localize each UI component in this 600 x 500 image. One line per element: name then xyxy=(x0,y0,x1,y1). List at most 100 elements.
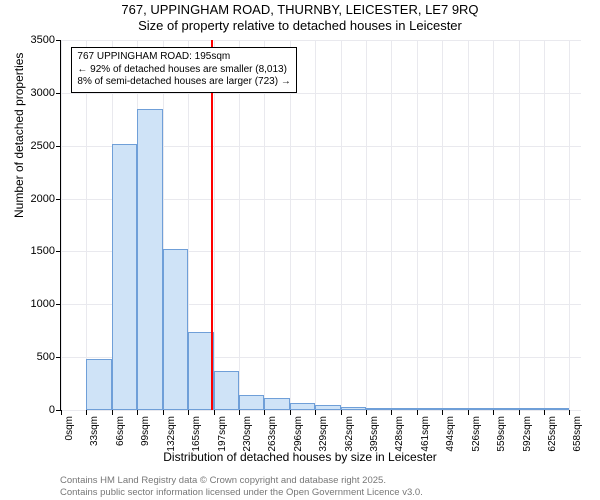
x-grid-line xyxy=(341,40,342,410)
footer-line1: Contains HM Land Registry data © Crown c… xyxy=(60,475,423,486)
x-tick-mark xyxy=(61,410,62,415)
x-tick-mark xyxy=(315,410,316,415)
x-tick-label: 494sqm xyxy=(445,416,456,452)
x-tick-mark xyxy=(519,410,520,415)
annotation-line2: ← 92% of detached houses are smaller (8,… xyxy=(77,64,290,77)
x-tick-label: 99sqm xyxy=(140,416,151,446)
x-tick-mark xyxy=(366,410,367,415)
x-tick-mark xyxy=(493,410,494,415)
x-tick-label: 461sqm xyxy=(420,416,431,452)
chart-container: 767, UPPINGHAM ROAD, THURNBY, LEICESTER,… xyxy=(0,0,600,500)
y-tick-label: 2500 xyxy=(31,140,61,152)
x-tick-label: 132sqm xyxy=(166,416,177,452)
reference-line xyxy=(211,40,213,410)
x-tick-mark xyxy=(112,410,113,415)
x-grid-line xyxy=(519,40,520,410)
x-tick-label: 329sqm xyxy=(318,416,329,452)
x-grid-line xyxy=(264,40,265,410)
x-grid-line xyxy=(315,40,316,410)
footer-line2: Contains public sector information licen… xyxy=(60,487,423,498)
x-tick-label: 559sqm xyxy=(496,416,507,452)
histogram-bar xyxy=(112,144,137,410)
x-grid-line xyxy=(86,40,87,410)
y-tick-label: 500 xyxy=(37,351,61,363)
histogram-bar xyxy=(468,408,493,410)
histogram-bar xyxy=(391,408,416,410)
x-tick-mark xyxy=(86,410,87,415)
x-tick-label: 296sqm xyxy=(293,416,304,452)
x-tick-label: 526sqm xyxy=(471,416,482,452)
chart-title-block: 767, UPPINGHAM ROAD, THURNBY, LEICESTER,… xyxy=(0,0,600,33)
y-grid-line xyxy=(61,410,581,411)
x-grid-line xyxy=(442,40,443,410)
histogram-bar xyxy=(493,408,518,410)
x-grid-line xyxy=(366,40,367,410)
histogram-bar xyxy=(417,408,442,410)
histogram-bar xyxy=(442,408,467,410)
histogram-bar xyxy=(86,359,111,410)
x-tick-label: 428sqm xyxy=(394,416,405,452)
histogram-bar xyxy=(214,371,239,410)
attribution-footer: Contains HM Land Registry data © Crown c… xyxy=(60,475,423,498)
annotation-box: 767 UPPINGHAM ROAD: 195sqm ← 92% of deta… xyxy=(71,47,296,93)
y-axis-label: Number of detached properties xyxy=(12,53,26,218)
histogram-bar xyxy=(137,109,162,410)
x-grid-line xyxy=(239,40,240,410)
y-tick-label: 2000 xyxy=(31,193,61,205)
x-tick-label: 395sqm xyxy=(369,416,380,452)
histogram-bar xyxy=(239,395,264,410)
x-tick-mark xyxy=(391,410,392,415)
x-tick-label: 197sqm xyxy=(217,416,228,452)
x-axis-label: Distribution of detached houses by size … xyxy=(0,450,600,464)
x-grid-line xyxy=(544,40,545,410)
x-tick-mark xyxy=(417,410,418,415)
x-grid-line xyxy=(493,40,494,410)
x-tick-mark xyxy=(569,410,570,415)
x-tick-label: 658sqm xyxy=(572,416,583,452)
x-tick-label: 66sqm xyxy=(115,416,126,446)
y-grid-line xyxy=(61,40,581,41)
histogram-bar xyxy=(315,405,340,410)
x-tick-label: 263sqm xyxy=(267,416,278,452)
x-tick-mark xyxy=(544,410,545,415)
x-tick-label: 592sqm xyxy=(522,416,533,452)
x-tick-mark xyxy=(442,410,443,415)
y-tick-label: 0 xyxy=(49,404,61,416)
x-grid-line xyxy=(61,40,62,410)
x-tick-mark xyxy=(163,410,164,415)
x-grid-line xyxy=(417,40,418,410)
histogram-bar xyxy=(544,408,569,410)
x-grid-line xyxy=(468,40,469,410)
histogram-bar xyxy=(519,408,544,410)
histogram-bar xyxy=(163,249,188,410)
x-tick-mark xyxy=(188,410,189,415)
chart-title-line1: 767, UPPINGHAM ROAD, THURNBY, LEICESTER,… xyxy=(0,2,600,18)
x-grid-line xyxy=(290,40,291,410)
x-grid-line xyxy=(214,40,215,410)
y-tick-label: 3500 xyxy=(31,34,61,46)
x-tick-label: 165sqm xyxy=(191,416,202,452)
x-tick-mark xyxy=(468,410,469,415)
annotation-line1: 767 UPPINGHAM ROAD: 195sqm xyxy=(77,51,290,64)
chart-title-line2: Size of property relative to detached ho… xyxy=(0,18,600,34)
y-tick-label: 3000 xyxy=(31,87,61,99)
x-tick-label: 230sqm xyxy=(242,416,253,452)
x-tick-label: 33sqm xyxy=(89,416,100,446)
x-tick-label: 625sqm xyxy=(547,416,558,452)
y-tick-label: 1500 xyxy=(31,245,61,257)
x-grid-line xyxy=(391,40,392,410)
annotation-line3: 8% of semi-detached houses are larger (7… xyxy=(77,76,290,89)
x-tick-mark xyxy=(341,410,342,415)
x-tick-label: 362sqm xyxy=(344,416,355,452)
histogram-bar xyxy=(264,398,289,410)
x-tick-mark xyxy=(239,410,240,415)
plot-area: 05001000150020002500300035000sqm33sqm66s… xyxy=(60,40,581,411)
y-grid-line xyxy=(61,93,581,94)
x-tick-label: 0sqm xyxy=(64,416,75,440)
histogram-bar xyxy=(290,403,315,410)
histogram-bar xyxy=(366,408,391,410)
histogram-bar xyxy=(341,407,366,410)
x-tick-mark xyxy=(264,410,265,415)
y-tick-label: 1000 xyxy=(31,298,61,310)
x-tick-mark xyxy=(290,410,291,415)
